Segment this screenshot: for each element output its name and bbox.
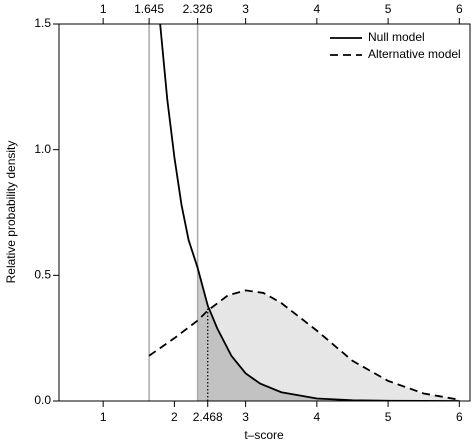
x-top-tick-label: 1.645 [134, 2, 164, 16]
x-top-tick-label: 5 [385, 2, 392, 16]
x-tick-label: 3 [242, 410, 249, 424]
x-top-tick-label: 4 [314, 2, 321, 16]
x-top-tick-label: 2.326 [183, 2, 213, 16]
y-axis-label: Relative probability density [4, 141, 18, 284]
x-tick-label: 6 [456, 410, 463, 424]
x-axis-label: t–score [244, 428, 284, 442]
shaded-area [197, 267, 460, 401]
x-tick-label: 4 [314, 410, 321, 424]
series-line [159, 24, 460, 401]
shaded-area [197, 290, 460, 401]
x-top-tick-label: 3 [242, 2, 249, 16]
y-tick-label: 1.5 [34, 16, 51, 30]
x-top-tick-label: 6 [456, 2, 463, 16]
plot-frame [58, 23, 471, 402]
y-tick-label: 0.5 [34, 268, 51, 282]
y-tick-label: 1.0 [34, 142, 51, 156]
legend-label: Null model [368, 30, 425, 44]
x-tick-label: 5 [385, 410, 392, 424]
x-tick-label: 2 [171, 410, 178, 424]
y-tick-label: 0.0 [34, 393, 51, 407]
x-tick-label: 1 [100, 410, 107, 424]
series-line [148, 289, 460, 401]
legend-label: Alternative model [368, 47, 461, 61]
x-tick-label: 2.468 [193, 410, 223, 424]
x-top-tick-label: 1 [100, 2, 107, 16]
